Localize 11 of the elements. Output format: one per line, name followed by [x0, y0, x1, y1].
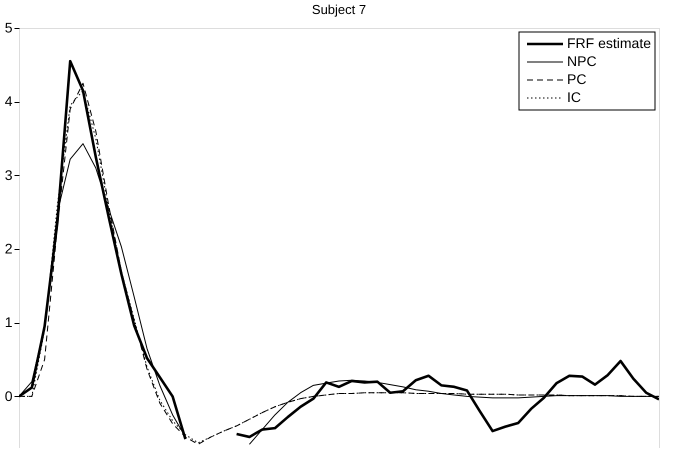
y-tick-label: 4 — [4, 93, 13, 110]
y-tick-label: 0 — [4, 388, 13, 404]
legend-label: NPC — [567, 53, 597, 69]
legend-label: PC — [567, 71, 586, 87]
y-tick-label: 3 — [4, 166, 13, 183]
y-tick-label: 2 — [4, 240, 13, 257]
y-tick-label: 5 — [4, 20, 13, 36]
chart-title: Subject 7 — [312, 2, 366, 17]
legend-label: FRF estimate — [567, 35, 652, 51]
legend-label: IC — [567, 89, 581, 105]
y-tick-label: 1 — [4, 314, 13, 330]
